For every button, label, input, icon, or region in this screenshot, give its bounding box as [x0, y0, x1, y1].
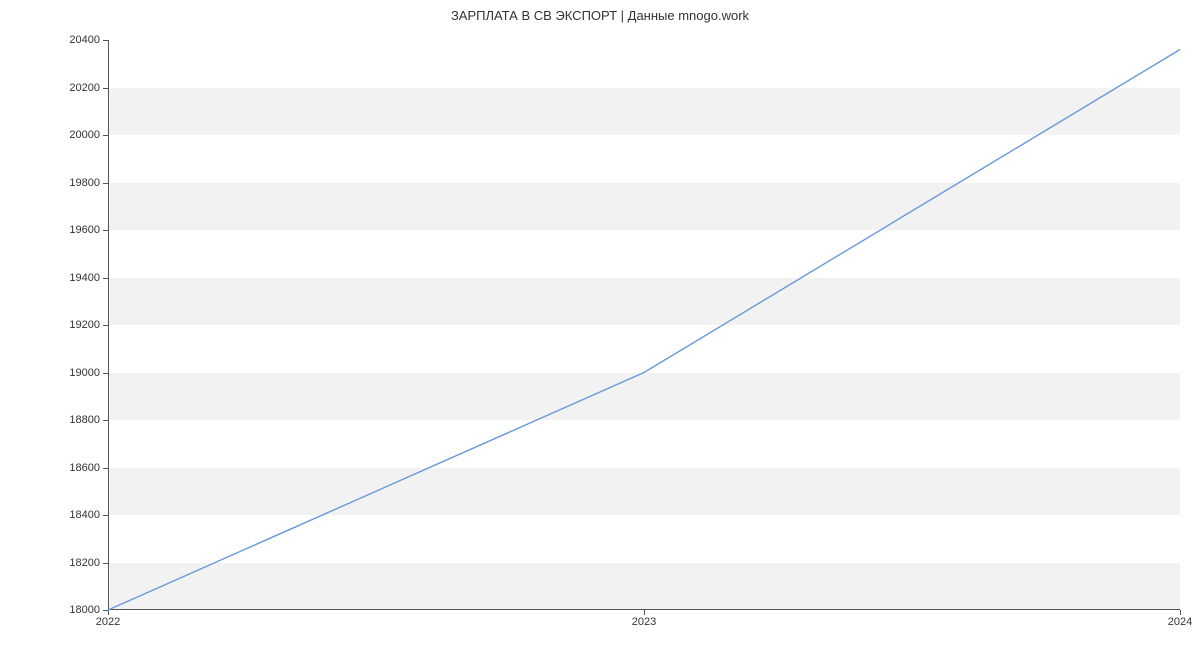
y-tick-label: 19600 — [69, 224, 100, 236]
y-tick-label: 18200 — [69, 557, 100, 569]
y-tick-label: 18000 — [69, 604, 100, 616]
y-tick-label: 18600 — [69, 462, 100, 474]
y-tick-label: 19800 — [69, 177, 100, 189]
y-tick-label: 18800 — [69, 414, 100, 426]
y-tick-label: 20400 — [69, 34, 100, 46]
y-tick-label: 18400 — [69, 509, 100, 521]
x-tick-label: 2022 — [96, 616, 120, 628]
x-tick-label: 2024 — [1168, 616, 1192, 628]
y-tick-label: 20000 — [69, 129, 100, 141]
line-chart: ЗАРПЛАТА В СВ ЭКСПОРТ | Данные mnogo.wor… — [0, 0, 1200, 650]
y-tick-label: 19000 — [69, 367, 100, 379]
y-tick-label: 20200 — [69, 82, 100, 94]
plot-area: 1800018200184001860018800190001920019400… — [108, 40, 1180, 610]
series-layer — [108, 40, 1180, 610]
chart-title: ЗАРПЛАТА В СВ ЭКСПОРТ | Данные mnogo.wor… — [0, 8, 1200, 23]
x-tick-mark — [644, 610, 645, 615]
x-tick-mark — [1180, 610, 1181, 615]
y-tick-label: 19200 — [69, 319, 100, 331]
x-tick-mark — [108, 610, 109, 615]
y-tick-label: 19400 — [69, 272, 100, 284]
x-tick-label: 2023 — [632, 616, 656, 628]
series-line-salary — [108, 50, 1180, 611]
